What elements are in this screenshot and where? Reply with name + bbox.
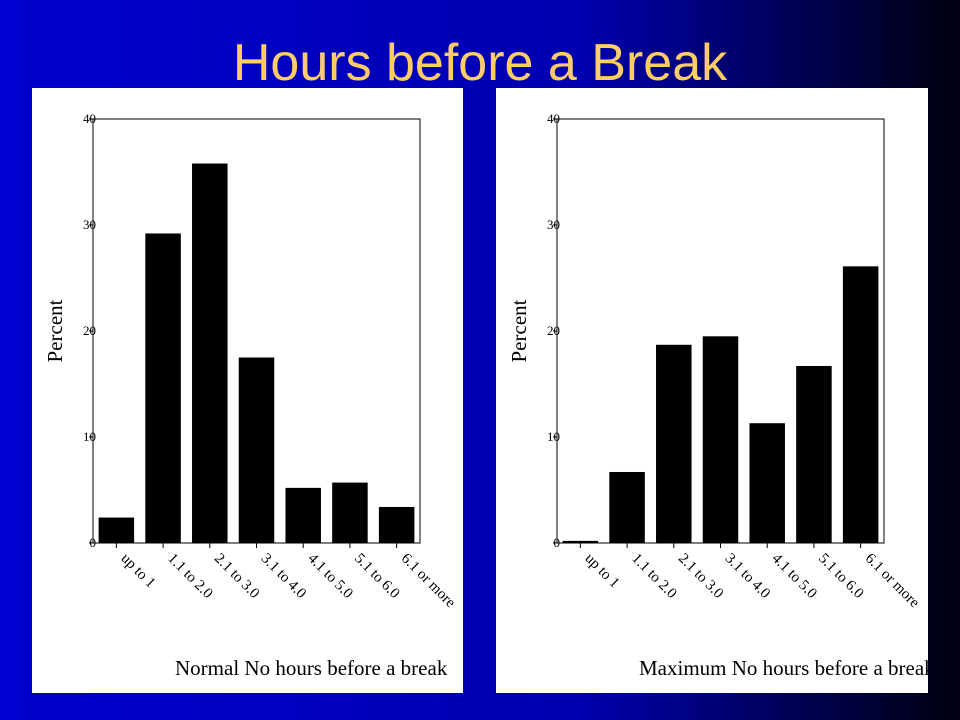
y-tick-label: 0 <box>554 535 561 550</box>
y-tick-label: 40 <box>83 111 96 126</box>
bar <box>332 482 368 543</box>
bar <box>842 266 879 543</box>
bar <box>238 357 275 543</box>
y-tick-label: 10 <box>547 429 560 444</box>
bar <box>378 506 415 543</box>
y-tick-label: 10 <box>83 429 96 444</box>
y-tick-label: 20 <box>547 323 560 338</box>
bar <box>192 163 228 543</box>
y-tick-label: 30 <box>83 217 96 232</box>
bar <box>796 365 832 543</box>
y-tick-label: 0 <box>90 535 97 550</box>
bar <box>656 344 692 543</box>
y-axis-label: Percent <box>43 299 67 362</box>
bar <box>98 517 135 543</box>
y-axis-label: Percent <box>507 299 531 362</box>
slide-title: Hours before a Break <box>233 34 728 92</box>
y-tick-label: 30 <box>547 217 560 232</box>
bar <box>285 487 321 543</box>
y-tick-label: 40 <box>547 111 560 126</box>
bar <box>749 423 785 543</box>
bar <box>562 540 599 543</box>
bar <box>145 233 181 544</box>
x-axis-label: Normal No hours before a break <box>175 656 448 680</box>
bar <box>702 336 739 543</box>
x-axis-label: Maximum No hours before a break <box>639 656 935 680</box>
bar <box>609 471 645 543</box>
y-tick-label: 20 <box>83 323 96 338</box>
